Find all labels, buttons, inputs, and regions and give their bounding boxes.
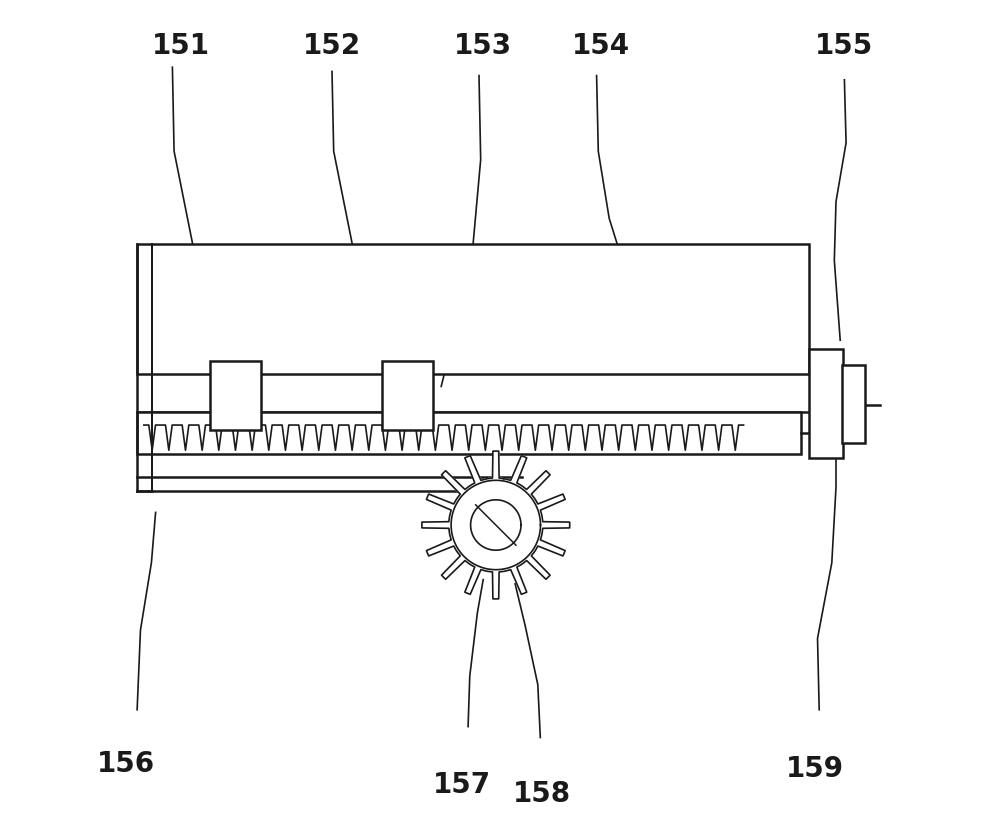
Polygon shape: [471, 500, 521, 550]
Text: 157: 157: [433, 771, 491, 800]
Text: 158: 158: [513, 780, 571, 808]
Text: 156: 156: [97, 750, 155, 779]
Text: 153: 153: [454, 32, 512, 60]
Text: 155: 155: [815, 32, 873, 60]
Text: 151: 151: [151, 32, 209, 60]
Bar: [382, 361, 433, 430]
Polygon shape: [422, 451, 570, 599]
Bar: [809, 349, 843, 458]
Bar: [842, 365, 865, 443]
Bar: [137, 244, 809, 374]
Bar: [210, 361, 261, 430]
Text: 154: 154: [571, 32, 630, 60]
Text: 159: 159: [786, 754, 844, 783]
Bar: [137, 412, 801, 454]
Text: 152: 152: [303, 32, 361, 60]
